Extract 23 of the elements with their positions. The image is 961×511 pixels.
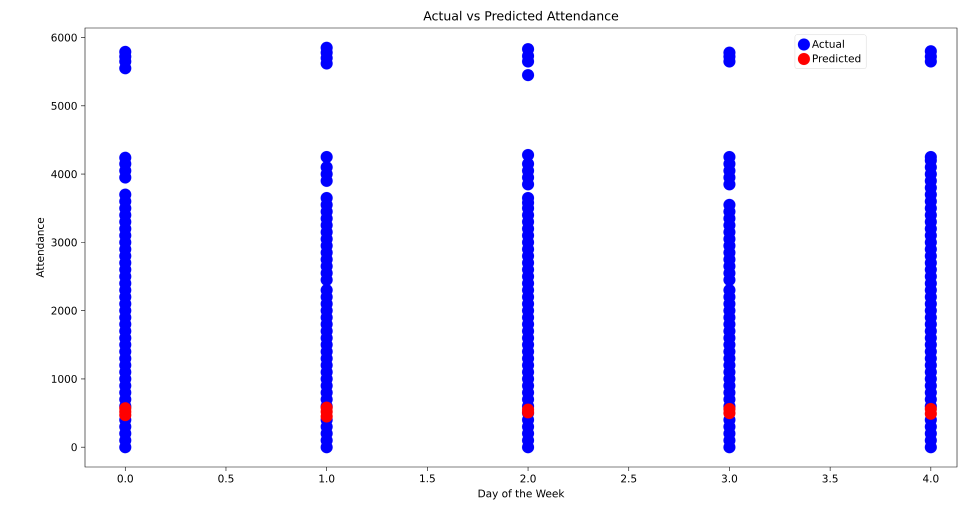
x-tick-label: 0.5 xyxy=(218,474,234,482)
y-tick-label: 1000 xyxy=(52,374,77,383)
x-tick-label: 1.5 xyxy=(420,474,435,482)
y-tick-label: 3000 xyxy=(52,238,77,246)
point xyxy=(522,69,534,82)
y-tick-label: 5000 xyxy=(52,102,77,110)
x-tick-label: 1.0 xyxy=(319,474,334,482)
x-tick-label: 4.0 xyxy=(922,474,938,482)
y-tick-label: 4000 xyxy=(51,170,77,178)
point xyxy=(320,150,333,164)
x-tick-label: 3.5 xyxy=(822,474,838,482)
x-axis-title: Day of the Week xyxy=(478,489,564,500)
y-tick-label: 6000 xyxy=(51,34,77,42)
y-tick-label: 0 xyxy=(71,443,77,452)
x-tick-label: 3.0 xyxy=(722,474,738,482)
legend-label: Actual xyxy=(812,40,844,48)
y-tick-label: 2000 xyxy=(52,306,77,315)
x-tick-label: 2.5 xyxy=(621,474,636,482)
legend-label: Predicted xyxy=(812,54,860,62)
x-tick-label: 0.0 xyxy=(118,474,133,482)
chart-title: Actual vs Predicted Attendance xyxy=(423,10,618,20)
y-axis-title: Attendance xyxy=(36,218,44,278)
x-tick-label: 2.0 xyxy=(520,474,536,482)
